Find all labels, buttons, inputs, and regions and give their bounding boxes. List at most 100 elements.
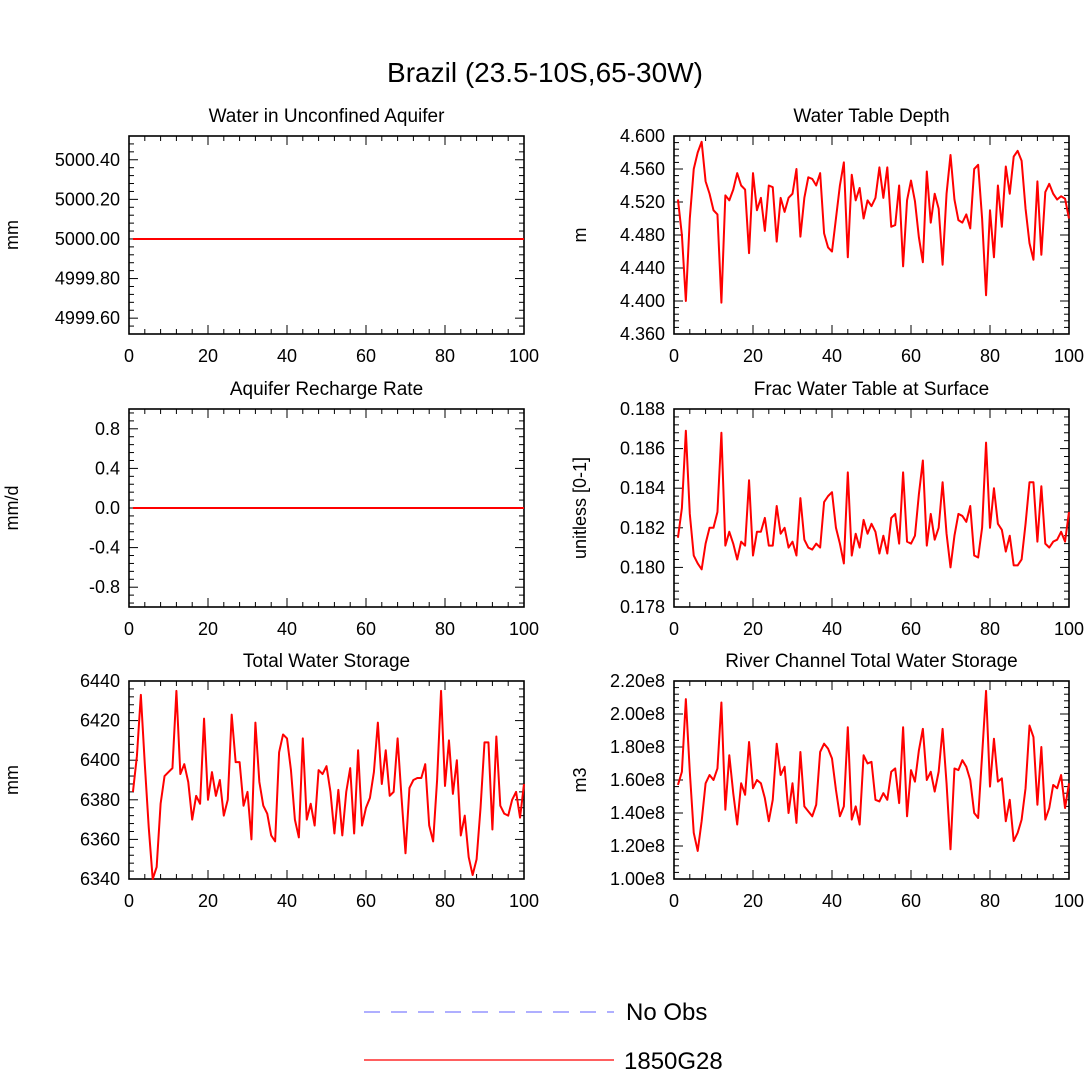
y-tick-label: 6440 [80,671,120,691]
x-tick-label: 60 [901,346,921,366]
y-tick-label: 6360 [80,829,120,849]
figure-title: Brazil (23.5-10S,65-30W) [387,57,703,88]
series-line [676,429,1070,571]
y-tick-label: 4.360 [620,324,665,344]
x-tick-label: 20 [743,619,763,639]
x-tick-label: 20 [743,346,763,366]
y-tick-label: 4.520 [620,192,665,212]
y-tick-label: 0.4 [95,458,120,478]
x-tick-label: 40 [822,346,842,366]
legend-no-obs-label: No Obs [626,999,707,1026]
y-tick-label: 4999.80 [55,269,120,289]
panels: Water in Unconfined Aquifer 0 20 40 60 80 100 4… [2,106,1084,911]
legend: No Obs 1850G28 [364,999,723,1075]
y-axis-label: mm [2,220,22,250]
y-tick-label: 6420 [80,711,120,731]
x-tick-label: 20 [198,346,218,366]
y-tick-label: 0.180 [620,557,665,577]
x-tick-label: 60 [356,891,376,911]
y-tick-label: 1.40e8 [610,803,665,823]
y-tick-label: 2.00e8 [610,704,665,724]
x-tick-label: 20 [743,891,763,911]
panel-title: Frac Water Table at Surface [754,379,990,400]
x-tick-label: 100 [1054,346,1084,366]
y-tick-label: 1.20e8 [610,836,665,856]
y-tick-label: -0.4 [89,538,120,558]
plot-frame [673,135,1070,335]
x-tick-label: 60 [356,346,376,366]
y-tick-label: 5000.20 [55,189,120,209]
x-tick-label: 100 [509,619,539,639]
x-tick-label: 20 [198,619,218,639]
panel-3: Aquifer Recharge Rate 0 20 40 60 80 100 -0.8 -0.… [2,379,539,639]
plot-frame [673,680,1070,880]
y-tick-label: 6400 [80,750,120,770]
panel-5: Total Water Storage 0 20 40 60 80 100 6340 6360 6… [2,651,539,911]
x-tick-label: 60 [356,619,376,639]
y-tick-label: 0.186 [620,439,665,459]
y-tick-label: 1.80e8 [610,737,665,757]
series-line [131,689,525,880]
panel-6: River Channel Total Water Storage 0 20 40 60… [570,651,1084,911]
x-tick-label: 0 [669,619,679,639]
y-axis-label: mm [2,765,22,795]
panel-title: Total Water Storage [243,651,410,672]
x-tick-label: 100 [509,891,539,911]
series-line [676,689,1070,852]
x-tick-label: 100 [1054,891,1084,911]
y-tick-label: 0.8 [95,419,120,439]
y-tick-label: 4.560 [620,159,665,179]
x-tick-label: 80 [980,346,1000,366]
x-tick-label: 100 [509,346,539,366]
x-tick-label: 40 [822,619,842,639]
plot-frame [673,408,1070,608]
series-line [676,140,1070,304]
y-axis-label: unitless [0-1] [570,457,590,559]
x-tick-label: 80 [435,346,455,366]
y-tick-label: 5000.00 [55,229,120,249]
panel-title: Aquifer Recharge Rate [230,379,423,400]
x-tick-label: 40 [277,346,297,366]
panel-2: Water Table Depth 0 20 40 60 80 100 4.360 4.400 4… [570,106,1084,366]
panel-title: River Channel Total Water Storage [725,651,1018,672]
y-tick-label: 0.0 [95,498,120,518]
plot-frame [128,680,525,880]
y-axis-label: m3 [570,767,590,792]
y-tick-label: 4.600 [620,126,665,146]
x-tick-label: 40 [277,891,297,911]
x-tick-label: 80 [980,891,1000,911]
x-tick-label: 40 [277,619,297,639]
panel-title: Water Table Depth [793,106,949,127]
x-tick-label: 0 [124,891,134,911]
x-tick-label: 80 [435,891,455,911]
y-tick-label: 6380 [80,790,120,810]
plot-frame [128,135,525,335]
y-tick-label: 0.182 [620,518,665,538]
legend-1850g28-label: 1850G28 [624,1048,723,1075]
y-tick-label: 1.60e8 [610,770,665,790]
x-tick-label: 0 [669,346,679,366]
x-tick-label: 100 [1054,619,1084,639]
x-tick-label: 20 [198,891,218,911]
panel-4: Frac Water Table at Surface 0 20 40 60 80 100 0… [570,379,1084,639]
panel-title: Water in Unconfined Aquifer [209,106,446,127]
y-tick-label: 4.480 [620,225,665,245]
x-tick-label: 80 [980,619,1000,639]
x-tick-label: 0 [124,346,134,366]
x-tick-label: 60 [901,891,921,911]
x-tick-label: 0 [124,619,134,639]
x-tick-label: 80 [435,619,455,639]
y-tick-label: 4.440 [620,258,665,278]
panel-1: Water in Unconfined Aquifer 0 20 40 60 80 100 4… [2,106,539,366]
y-tick-label: -0.8 [89,577,120,597]
x-tick-label: 0 [669,891,679,911]
x-tick-label: 60 [901,619,921,639]
x-tick-label: 40 [822,891,842,911]
y-axis-label: m [570,228,590,243]
y-tick-label: 2.20e8 [610,671,665,691]
y-tick-label: 4999.60 [55,308,120,328]
y-tick-label: 0.178 [620,597,665,617]
y-tick-label: 1.00e8 [610,869,665,889]
y-tick-label: 4.400 [620,291,665,311]
